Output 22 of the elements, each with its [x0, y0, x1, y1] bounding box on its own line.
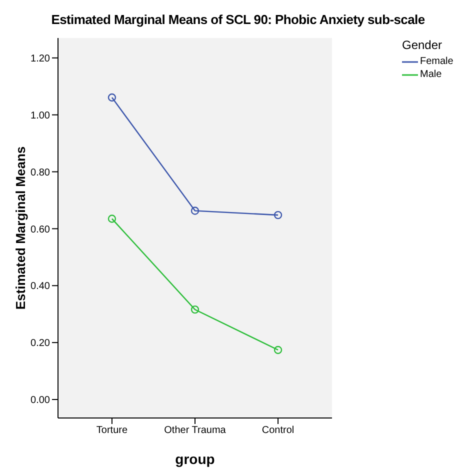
x-tick-label: Torture [96, 425, 128, 436]
legend-label: Female [420, 56, 454, 67]
x-tick-label: Control [262, 425, 294, 436]
y-tick-label: 1.00 [30, 110, 50, 122]
y-tick-label: 0.20 [30, 338, 50, 350]
x-tick-label: Other Trauma [164, 425, 226, 436]
point [190, 305, 200, 314]
legend-title: Gender [402, 38, 444, 52]
point [190, 206, 200, 215]
y-tick-label: 0.80 [30, 167, 50, 178]
y-tick-label: 0.40 [30, 281, 50, 292]
y-axis-title: Estimated Marginal Means [13, 146, 28, 310]
point [108, 93, 116, 102]
chart-title: Estimated Marginal Means of SCL 90: Phobic Anxiety sub-scale [50, 11, 426, 29]
point [274, 210, 282, 220]
y-tick-label: 0.00 [30, 395, 50, 406]
y-tick-label: 0.60 [30, 224, 50, 236]
legend-label: Male [420, 69, 442, 80]
y-tick-label: 1.20 [30, 53, 50, 64]
point [274, 346, 282, 354]
point [108, 214, 116, 223]
x-axis-title: group [175, 451, 215, 467]
